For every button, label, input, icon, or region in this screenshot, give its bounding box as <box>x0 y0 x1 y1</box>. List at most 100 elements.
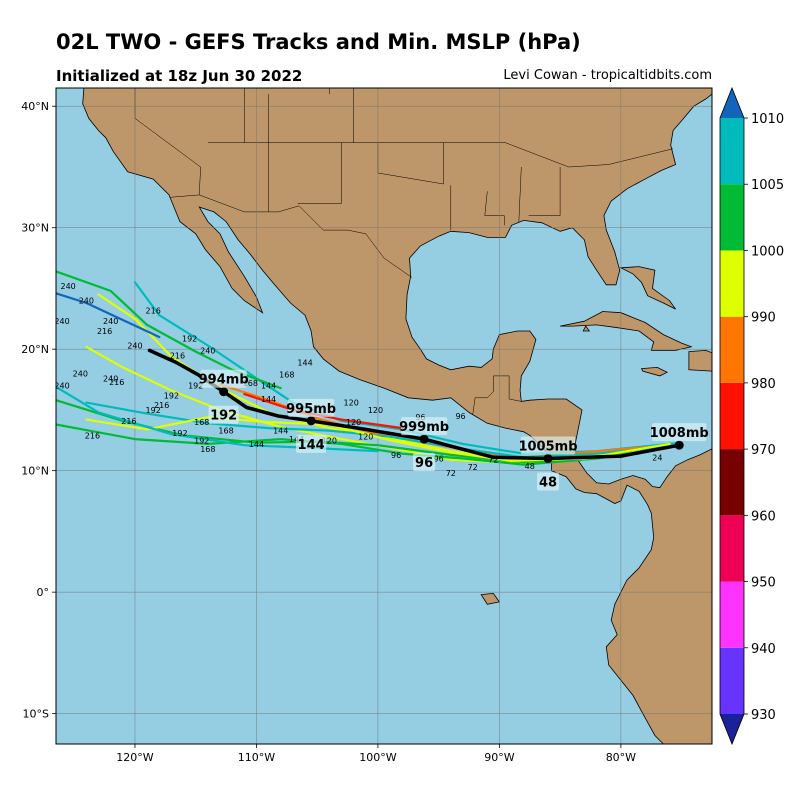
pressure-label-text: 994mb <box>199 373 249 388</box>
hour-mark: 192 <box>164 391 179 400</box>
hour-mark: 96 <box>434 455 444 464</box>
mean-track-point <box>543 454 553 464</box>
land-polygon <box>688 349 712 372</box>
hour-label-text: 48 <box>539 476 557 491</box>
hour-mark: 192 <box>146 406 161 415</box>
ensemble-mean-labels: 1008mb 1005mb 999mb 995mb 994mb 48 96 144 192 <box>199 369 709 491</box>
lat-tick-label: 40°N <box>21 100 49 113</box>
pressure-label: 1008mb <box>650 423 709 442</box>
hour-mark: 48 <box>525 462 535 471</box>
colorbar-over-arrow <box>720 88 744 118</box>
colorbar-tick-label: 1005 <box>751 178 784 193</box>
hour-mark: 192 <box>188 382 203 391</box>
pressure-label-text: 1005mb <box>518 440 577 455</box>
label-box <box>400 417 448 436</box>
hour-mark: 120 <box>322 436 337 445</box>
hour-mark: 216 <box>170 351 185 360</box>
hour-label: 96 <box>413 453 436 472</box>
colorbar-segment <box>720 250 744 317</box>
hour-mark: 168 <box>218 427 233 436</box>
lat-tick-label: 0° <box>37 586 50 599</box>
hour-mark: 192 <box>194 436 209 445</box>
ensemble-mean-track <box>147 348 684 464</box>
label-box <box>200 369 247 388</box>
lat-tick-label: 10°N <box>21 465 49 478</box>
lon-tick-label: 90°W <box>484 751 514 764</box>
hour-mark: 120 <box>346 418 361 427</box>
hour-mark: 144 <box>261 395 276 404</box>
hour-mark: 216 <box>154 401 169 410</box>
boundary-line <box>170 194 413 278</box>
hour-mark: 240 <box>79 297 94 306</box>
hour-mark: 120 <box>368 406 383 415</box>
colorbar-tick-label: 940 <box>751 642 776 657</box>
ensemble-track <box>56 292 161 339</box>
hour-mark: 144 <box>297 359 312 368</box>
hour-label: 48 <box>536 472 560 491</box>
label-box <box>208 405 239 424</box>
boundary-line <box>472 375 510 415</box>
pressure-label-text: 995mb <box>286 402 336 417</box>
hour-mark: 216 <box>146 306 161 315</box>
hour-mark: 24 <box>652 453 662 462</box>
ensemble-hour-labels: 2472727248969696961201201201201201441441… <box>54 282 662 478</box>
hour-mark: 216 <box>121 417 136 426</box>
ensemble-track <box>85 401 671 459</box>
boundary-line <box>207 142 674 168</box>
pressure-label: 999mb <box>399 417 449 436</box>
colorbar-segment <box>720 316 744 383</box>
pressure-label-text: 1008mb <box>650 426 709 441</box>
colorbar-segment <box>720 184 744 251</box>
colorbar-tick-label: 1010 <box>751 112 784 127</box>
hour-mark: 240 <box>54 382 69 391</box>
hour-label: 144 <box>296 434 327 453</box>
boundary-line <box>508 375 522 402</box>
hour-mark: 120 <box>358 433 373 442</box>
hour-label-text: 192 <box>210 409 237 424</box>
gridlines <box>56 88 712 744</box>
map-frame <box>55 87 713 745</box>
label-box <box>413 453 436 472</box>
credit-text: Levi Cowan - tropicaltidbits.com <box>503 68 712 83</box>
lon-tick-label: 120°W <box>116 751 153 764</box>
hour-mark: 216 <box>85 431 100 440</box>
map-title: 02L TWO - GEFS Tracks and Min. MSLP (hPa… <box>56 30 581 54</box>
label-box <box>287 398 335 417</box>
label-box <box>520 436 576 455</box>
hour-mark: 216 <box>109 378 124 387</box>
land-polygon <box>582 325 591 332</box>
hour-mark: 168 <box>200 445 215 454</box>
hour-mark: 72 <box>488 456 498 465</box>
hour-mark: 144 <box>249 440 264 449</box>
hour-mark: 144 <box>273 427 288 436</box>
colorbar-segment <box>720 515 744 582</box>
colorbar-under-arrow <box>720 714 744 744</box>
axis-tick-labels: 40°N 30°N 20°N 10°N 0° 10°S 120°W 110°W 100°W 90°… <box>21 100 636 764</box>
colorbar-segment <box>720 382 744 450</box>
hour-mark: 192 <box>172 429 187 438</box>
colorbar-tick-label: 930 <box>751 708 776 723</box>
pressure-label: 1005mb <box>518 436 578 455</box>
land-polygon <box>640 366 668 377</box>
land-polygon <box>619 266 676 310</box>
hour-mark: 72 <box>446 469 456 478</box>
pressure-label: 994mb <box>199 369 249 388</box>
hour-mark: 120 <box>344 399 359 408</box>
colorbar-segment <box>720 118 744 185</box>
hour-label-text: 144 <box>298 438 325 453</box>
mean-track-point <box>219 387 229 397</box>
lon-tick-label: 110°W <box>238 751 275 764</box>
hour-mark: 216 <box>97 327 112 336</box>
hour-mark: 240 <box>54 317 69 326</box>
hour-label-text: 96 <box>415 456 433 471</box>
hour-mark: 96 <box>391 451 401 460</box>
hour-mark: 144 <box>261 382 276 391</box>
land-polygon <box>560 311 693 351</box>
land-masses <box>56 88 712 744</box>
hour-mark: 168 <box>279 371 294 380</box>
hour-mark: 240 <box>61 282 76 291</box>
colorbar-segment <box>720 647 744 714</box>
colorbar-tick-label: 980 <box>751 377 776 392</box>
colorbar-tick-label: 960 <box>751 509 776 524</box>
